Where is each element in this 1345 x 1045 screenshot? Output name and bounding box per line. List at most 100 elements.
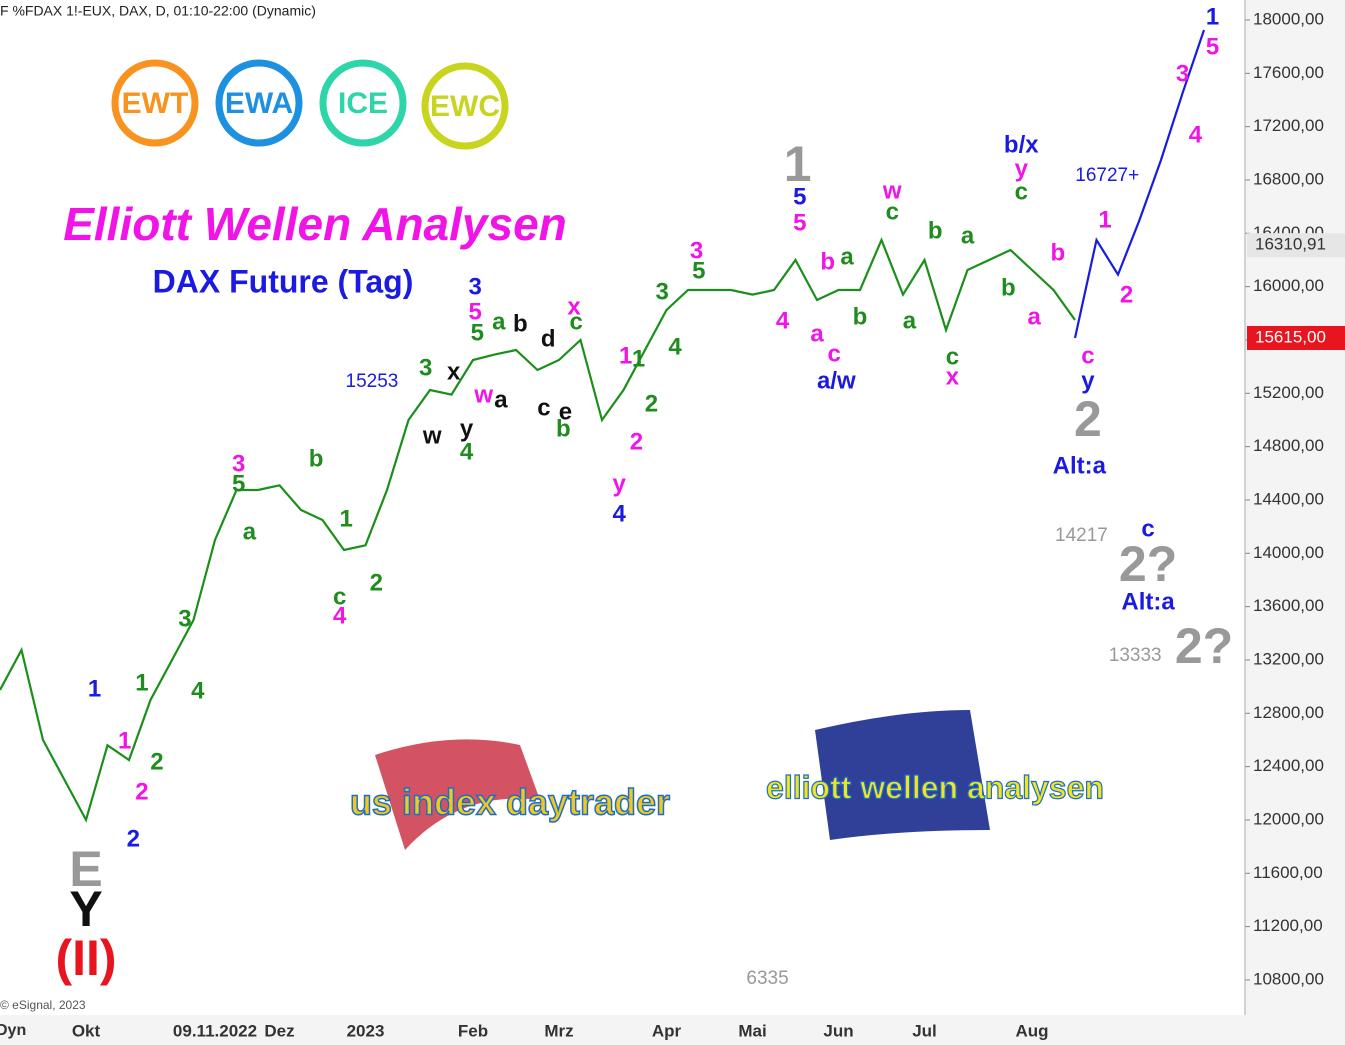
wave-label: 1: [88, 675, 101, 702]
logo-ring: [111, 59, 199, 147]
wave-label: a: [840, 243, 854, 270]
logo-ring: [215, 59, 303, 147]
wave-label: 5: [468, 298, 481, 325]
wave-label: 5: [1206, 33, 1219, 60]
x-tick-label: 2023: [347, 1021, 385, 1040]
wave-label: c: [1141, 515, 1154, 542]
wave-label: a: [810, 320, 824, 347]
wave-label: 1: [339, 505, 352, 532]
wave-label: 3: [690, 237, 703, 264]
wave-label: 1: [784, 136, 812, 192]
wave-label: 4: [1189, 121, 1203, 148]
wave-label: 16727+: [1075, 165, 1139, 186]
logo-ring: [319, 59, 407, 147]
y-tick-label: 14400,00: [1253, 489, 1324, 508]
wave-label: e: [559, 398, 572, 425]
wave-label: 2: [630, 428, 643, 455]
logo-text: EWC: [430, 90, 500, 123]
y-tick-label: 12400,00: [1253, 756, 1324, 775]
wave-label: 2: [1120, 281, 1133, 308]
wave-label: 1: [1206, 3, 1219, 30]
y-tick-label: 14000,00: [1253, 543, 1324, 562]
y-tick-label: 11200,00: [1253, 916, 1323, 935]
wave-label: 6335: [746, 968, 788, 989]
wave-label: a: [961, 222, 975, 249]
y-tick-label: 12800,00: [1253, 703, 1324, 722]
wave-label: a: [494, 386, 508, 413]
wave-label: 5: [692, 257, 705, 284]
dyn-button[interactable]: Dyn: [0, 1022, 26, 1039]
wave-label: a: [243, 519, 257, 546]
x-tick-label: Dez: [264, 1021, 294, 1040]
x-axis-panel: [0, 1015, 1345, 1045]
wave-label: 2: [135, 779, 148, 806]
x-tick-label: Jun: [823, 1021, 853, 1040]
wave-label: a: [1027, 303, 1041, 330]
x-tick-label: Aug: [1015, 1021, 1048, 1040]
wave-label: c: [886, 198, 899, 225]
wave-label: 1: [632, 345, 645, 372]
y-tick-label: 16800,00: [1253, 169, 1324, 188]
wave-label: c: [946, 343, 959, 370]
wave-label: 4: [776, 307, 790, 334]
wave-label: 4: [333, 602, 347, 629]
wave-label: b: [1001, 274, 1016, 301]
price-tag-label: 16310,91: [1255, 235, 1326, 254]
y-tick-label: 13600,00: [1253, 596, 1324, 615]
price-line: [1073, 29, 1206, 339]
wave-label: b/x: [1004, 131, 1039, 158]
wave-label: 3: [178, 605, 191, 632]
watermark-text: elliott wellen analysen: [766, 769, 1104, 805]
logo-ring: [421, 62, 509, 150]
x-tick-label: Okt: [72, 1021, 101, 1040]
wave-label: 2: [370, 569, 383, 596]
wave-label: 2: [127, 825, 140, 852]
header: F %FDAX 1!-EUX, DAX, D, 01:10-22:00 (Dyn…: [0, 3, 316, 19]
wave-label: b: [513, 310, 528, 337]
wave-label: 5: [793, 183, 806, 210]
wave-label: y: [460, 415, 474, 442]
y-tick-label: 17200,00: [1253, 116, 1324, 135]
wave-label: 2?: [1119, 536, 1177, 592]
y-axis-panel: [1245, 0, 1345, 1045]
y-tick-label: 11600,00: [1253, 863, 1323, 882]
x-tick-label: Mai: [738, 1021, 766, 1040]
copyright: © eSignal, 2023: [0, 998, 86, 1012]
chart-subtitle: DAX Future (Tag): [153, 263, 414, 299]
flag-shape: [815, 710, 990, 840]
wave-label: y: [1081, 367, 1095, 394]
wave-label: Alt:a: [1121, 588, 1175, 615]
wave-label: b: [1050, 239, 1065, 266]
chart-title: Elliott Wellen Analysen: [63, 198, 567, 250]
wave-label: 15253: [346, 371, 399, 392]
wave-label: w: [422, 422, 442, 449]
wave-label: x: [567, 293, 581, 320]
wave-label: 1: [619, 342, 632, 369]
wave-label: c: [333, 583, 346, 610]
wave-label: c: [537, 394, 550, 421]
y-tick-label: 17600,00: [1253, 63, 1324, 82]
y-tick-label: 12000,00: [1253, 809, 1324, 828]
logo-text: ICE: [338, 87, 388, 120]
wave-label: b: [309, 445, 324, 472]
wave-label: 3: [1176, 60, 1189, 87]
wave-label: 13333: [1109, 645, 1162, 666]
wave-label: w: [882, 177, 902, 204]
wave-label: x: [946, 363, 960, 390]
wave-label: 2: [1074, 391, 1102, 447]
wave-label: y: [613, 470, 627, 497]
wave-label: 1: [1098, 206, 1111, 233]
wave-label: a: [903, 307, 917, 334]
wave-label: 5: [232, 470, 245, 497]
x-tick-label: Jul: [912, 1021, 937, 1040]
wave-label: 1: [118, 727, 131, 754]
x-tick-label: Apr: [652, 1021, 682, 1040]
watermark-text: us index daytrader: [350, 782, 670, 823]
wave-label: 5: [793, 209, 806, 236]
x-tick-label: Mrz: [544, 1021, 573, 1040]
y-tick-label: 13200,00: [1253, 649, 1324, 668]
wave-label: 2: [645, 390, 658, 417]
wave-label: 3: [468, 273, 481, 300]
